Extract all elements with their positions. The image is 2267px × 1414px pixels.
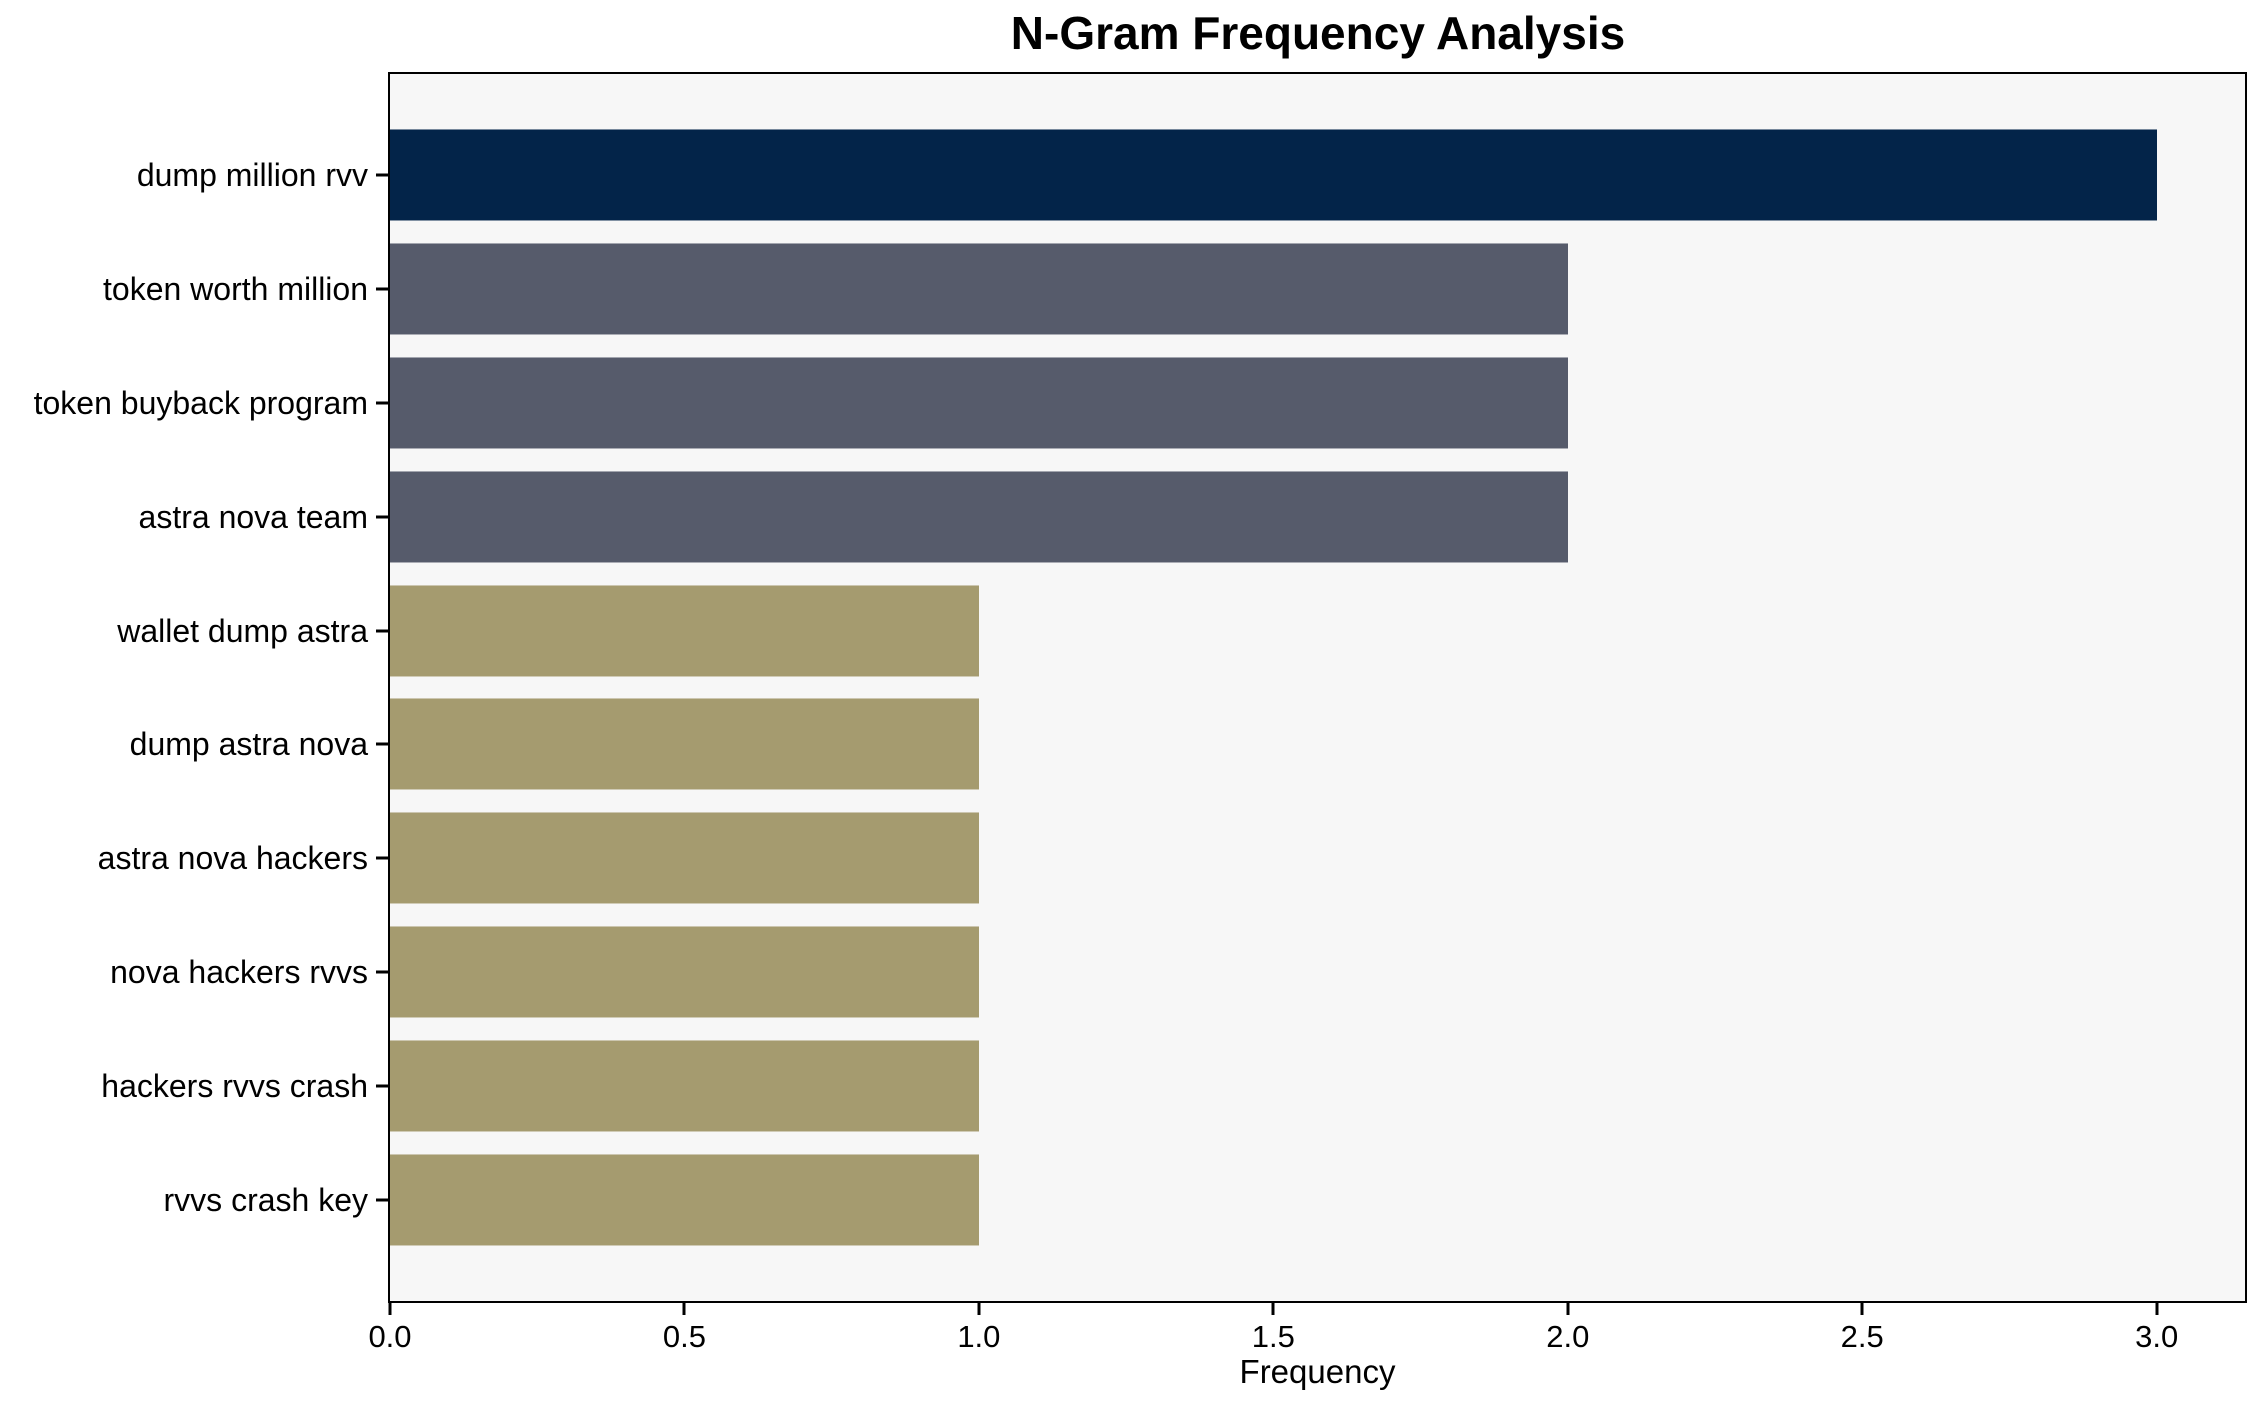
y-axis-tick [376, 1084, 390, 1088]
y-axis-tick [376, 970, 390, 974]
bar [390, 471, 1568, 563]
y-axis-tick [376, 1198, 390, 1202]
bar [390, 243, 1568, 335]
y-tick-label: wallet dump astra [117, 612, 368, 649]
y-tick-label: dump astra nova [129, 726, 368, 763]
x-tick-label: 0.5 [662, 1319, 706, 1354]
y-tick-label: astra nova team [138, 498, 368, 535]
x-axis-tick [977, 1301, 981, 1315]
y-axis-tick [376, 287, 390, 291]
y-axis-tick [376, 401, 390, 405]
x-axis-tick [388, 1301, 392, 1315]
x-tick-label: 1.5 [1251, 1319, 1295, 1354]
y-axis-tick [376, 515, 390, 519]
plot-area: dump million rvv token worth million token… [34, 72, 2247, 1388]
bar [390, 698, 979, 790]
y-tick-label: nova hackers rvvs [110, 954, 368, 991]
bar [390, 129, 2157, 221]
chart-title: N-Gram Frequency Analysis [1010, 7, 1626, 59]
x-axis-label: Frequency [1239, 1353, 1396, 1390]
x-tick-label: 2.0 [1546, 1319, 1590, 1354]
x-tick-label: 3.0 [2135, 1319, 2179, 1354]
y-tick-label: token worth million [103, 271, 368, 308]
y-tick-label: astra nova hackers [97, 840, 368, 877]
bar [390, 812, 979, 904]
y-axis-tick [376, 629, 390, 633]
x-tick-label: 1.0 [957, 1319, 1001, 1354]
x-axis-tick [1566, 1301, 1570, 1315]
x-tick-label: 0.0 [368, 1319, 412, 1354]
x-axis-tick [1271, 1301, 1275, 1315]
bar [390, 357, 1568, 449]
x-axis-tick [682, 1301, 686, 1315]
bar [390, 1154, 979, 1246]
y-tick-label: rvvs crash key [163, 1181, 368, 1218]
bar [390, 585, 979, 677]
y-tick-label: hackers rvvs crash [101, 1067, 368, 1104]
y-axis-tick [376, 742, 390, 746]
bar [390, 926, 979, 1018]
y-tick-label: token buyback program [33, 384, 368, 421]
bar [390, 1040, 979, 1132]
y-axis-tick [376, 856, 390, 860]
y-tick-label: dump million rvv [136, 157, 368, 194]
x-axis-tick [2155, 1301, 2159, 1315]
x-tick-label: 2.5 [1840, 1319, 1884, 1354]
y-axis-tick [376, 173, 390, 177]
x-axis-tick [1860, 1301, 1864, 1315]
